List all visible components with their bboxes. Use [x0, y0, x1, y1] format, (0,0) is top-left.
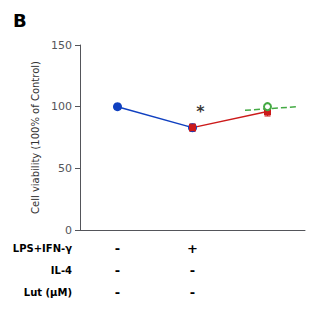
svg-text:150: 150 — [51, 39, 72, 52]
svg-text:-: - — [115, 241, 120, 256]
svg-text:-: - — [190, 285, 195, 300]
svg-text:IL-4: IL-4 — [51, 265, 72, 276]
svg-text:-: - — [190, 263, 195, 278]
svg-text:B: B — [13, 10, 27, 31]
svg-text:Cell viability (100% of Contro: Cell viability (100% of Control) — [30, 61, 41, 214]
svg-text:LPS+IFN-γ: LPS+IFN-γ — [13, 243, 72, 254]
svg-text:0: 0 — [65, 224, 72, 237]
svg-text:-: - — [115, 285, 120, 300]
svg-text:100: 100 — [51, 100, 72, 113]
svg-text:-: - — [115, 263, 120, 278]
svg-text:Lut (μM): Lut (μM) — [24, 287, 72, 298]
svg-text:50: 50 — [58, 162, 72, 175]
svg-text:+: + — [187, 241, 198, 256]
svg-text:*: * — [196, 102, 205, 121]
